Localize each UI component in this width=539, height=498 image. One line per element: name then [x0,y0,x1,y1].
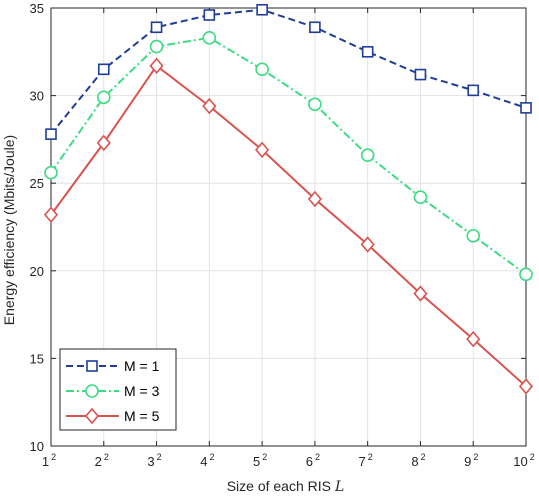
legend-marker-2 [85,384,99,398]
legend-label-3: M = 5 [124,408,160,424]
series-1-point-0 [45,128,57,140]
y-tick-label-0: 10 [30,439,44,454]
legend-marker-1 [86,360,98,372]
y-tick-label-1: 15 [30,351,44,366]
x-tick-label-base-3: 4 [200,454,207,469]
x-tick-label-9: 10 2 [513,452,534,469]
series-3-point-2 [149,57,164,75]
x-tick-label-base-9: 10 [513,454,527,469]
series-2-point-9 [519,267,533,282]
x-tick-label-base-0: 1 [42,454,49,469]
x-axis-label: Size of each RIS L [227,478,345,495]
series-3-point-1 [96,134,111,152]
x-tick-label-exp-1: 2 [104,452,109,462]
series-2-point-6 [360,148,375,162]
y-axis-label: Energy efficiency (Mbits/Joule) [1,135,17,325]
x-tick-label-base-5: 6 [306,454,313,469]
series-1-point-8 [467,84,480,97]
series-3 [43,57,534,395]
series-2-point-1 [96,90,111,105]
series-3-point-6 [360,236,375,253]
x-tick-label-base-6: 7 [359,454,366,469]
series-3-point-3 [202,97,217,115]
series-2-point-4 [255,62,269,77]
x-tick-label-exp-8: 2 [473,452,478,462]
series-3-line [50,64,527,388]
series-1-point-9 [520,102,532,114]
x-tick-label-base-2: 3 [147,454,154,469]
series-2-point-7 [413,190,428,205]
y-tick-label-3: 25 [30,176,44,191]
series-group [43,3,534,395]
series-2-point-3 [202,30,217,45]
x-tick-label-exp-0: 2 [51,452,56,462]
x-axis-label-symbol: L [334,479,344,495]
y-tick-label-5: 35 [30,1,44,16]
series-2-point-0 [44,165,58,180]
series-3-point-8 [466,330,481,348]
legend-marker-3 [84,407,100,425]
series-3-point-7 [413,285,428,302]
series-1-point-5 [309,21,321,34]
series-1-point-6 [361,45,374,58]
series-1-point-2 [150,21,163,34]
x-tick-label-exp-2: 2 [157,452,162,462]
series-1-line [50,8,527,135]
series-1-point-1 [97,63,110,76]
series-2-point-2 [149,39,164,54]
x-tick-label-exp-7: 2 [421,452,426,462]
series-3-point-5 [307,190,322,208]
legend: M = 1 M = 3 M = 5 [59,348,177,431]
x-tick-label-base-1: 2 [95,454,102,469]
series-3-point-9 [518,378,534,395]
x-tick-label-exp-4: 2 [262,452,267,462]
y-tick-label-4: 30 [30,89,44,104]
x-tick-label-exp-9: 2 [530,452,535,462]
series-2-point-5 [308,97,322,112]
y-tick-label-2: 20 [30,264,44,279]
series-1-point-7 [414,68,427,81]
x-tick-label-exp-6: 2 [368,452,373,462]
series-3-point-0 [43,206,59,223]
legend-label-1: M = 1 [124,358,160,374]
x-tick-label-base-4: 5 [253,454,260,469]
series-2-line [50,36,527,276]
plot-frame [50,7,527,447]
x-axis-label-text: Size of each RIS [227,478,331,494]
legend-label-2: M = 3 [124,383,160,399]
x-tick-label-exp-3: 2 [209,452,214,462]
series-2 [44,30,533,282]
series-2-point-8 [466,228,481,243]
x-tick-label-exp-5: 2 [315,452,320,462]
series-3-point-4 [255,141,270,159]
series-1-point-4 [256,3,268,16]
x-tick-label-base-8: 9 [464,454,471,469]
series-1 [45,3,532,140]
x-tick-label-base-7: 8 [411,454,418,469]
series-1-point-3 [203,9,216,21]
